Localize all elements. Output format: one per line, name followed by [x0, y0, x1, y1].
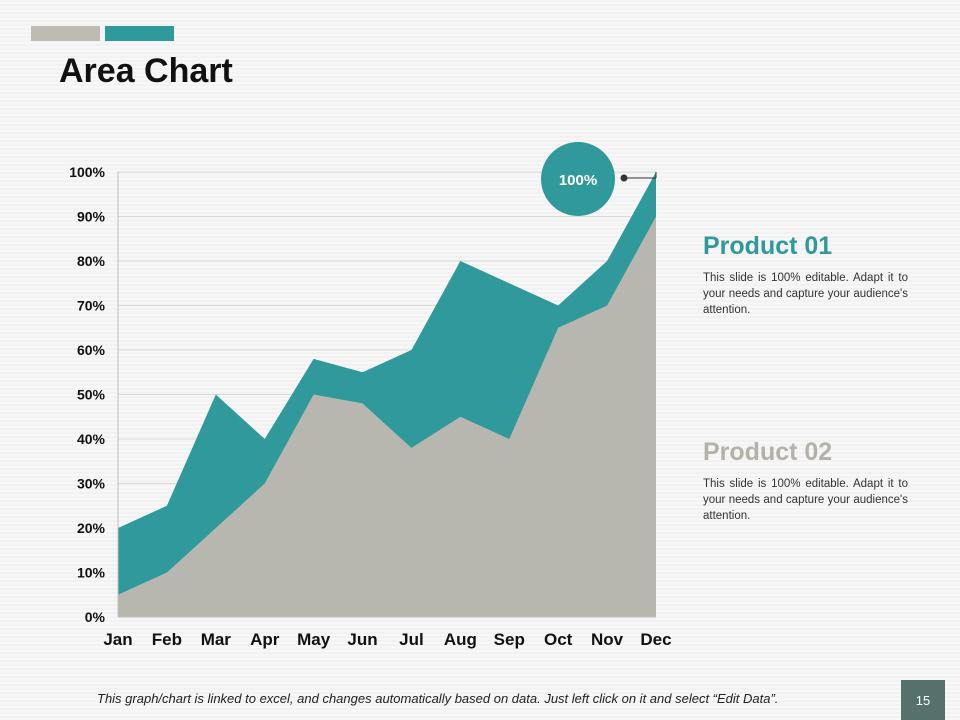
product-01-title: Product 01 — [703, 232, 833, 260]
y-tick-label: 0% — [85, 609, 106, 625]
y-tick-label: 60% — [77, 342, 106, 358]
y-tick-label: 100% — [69, 164, 105, 180]
y-tick-label: 10% — [77, 565, 106, 581]
x-tick-label: Oct — [544, 630, 573, 649]
x-tick-label: Jun — [347, 630, 377, 649]
product-01-description: This slide is 100% editable. Adapt it to… — [703, 272, 908, 316]
x-tick-label: Sep — [494, 630, 525, 649]
x-tick-label: Jan — [103, 630, 132, 649]
decor-bar-teal — [105, 26, 174, 41]
chart-areas[interactable] — [118, 172, 656, 617]
y-tick-label: 20% — [77, 520, 106, 536]
product-02-title: Product 02 — [703, 438, 833, 466]
page-number-badge: 15 — [901, 680, 945, 720]
x-tick-label: Jul — [399, 630, 424, 649]
x-tick-label: Dec — [640, 630, 671, 649]
y-tick-label: 90% — [77, 209, 106, 225]
callout-label: 100% — [559, 172, 597, 189]
footer-note: This graph/chart is linked to excel, and… — [97, 691, 779, 706]
y-tick-label: 80% — [77, 253, 106, 269]
decor-bar-grey — [31, 26, 100, 41]
product-02-description: This slide is 100% editable. Adapt it to… — [703, 478, 908, 522]
slide-title: Area Chart — [59, 52, 233, 90]
x-tick-label: May — [297, 630, 331, 649]
y-tick-label: 70% — [77, 298, 106, 314]
callout-dot — [620, 174, 628, 182]
y-tick-label: 40% — [77, 431, 106, 447]
area-series-product-02[interactable] — [118, 216, 656, 618]
chart-labels: 0% 10% 20% 30% 40% 50% 60% 70% 80% 90% 100% Jan Feb M… — [69, 164, 671, 649]
callout-badge — [541, 142, 615, 216]
x-tick-label: Mar — [201, 630, 232, 649]
y-tick-label: 30% — [77, 476, 106, 492]
x-tick-label: Apr — [250, 630, 280, 649]
callout: 100% — [541, 142, 657, 216]
x-tick-label: Aug — [444, 630, 477, 649]
chart-axes — [117, 172, 656, 618]
x-tick-label: Nov — [591, 630, 624, 649]
y-tick-label: 50% — [77, 387, 106, 403]
x-tick-label: Feb — [152, 630, 182, 649]
